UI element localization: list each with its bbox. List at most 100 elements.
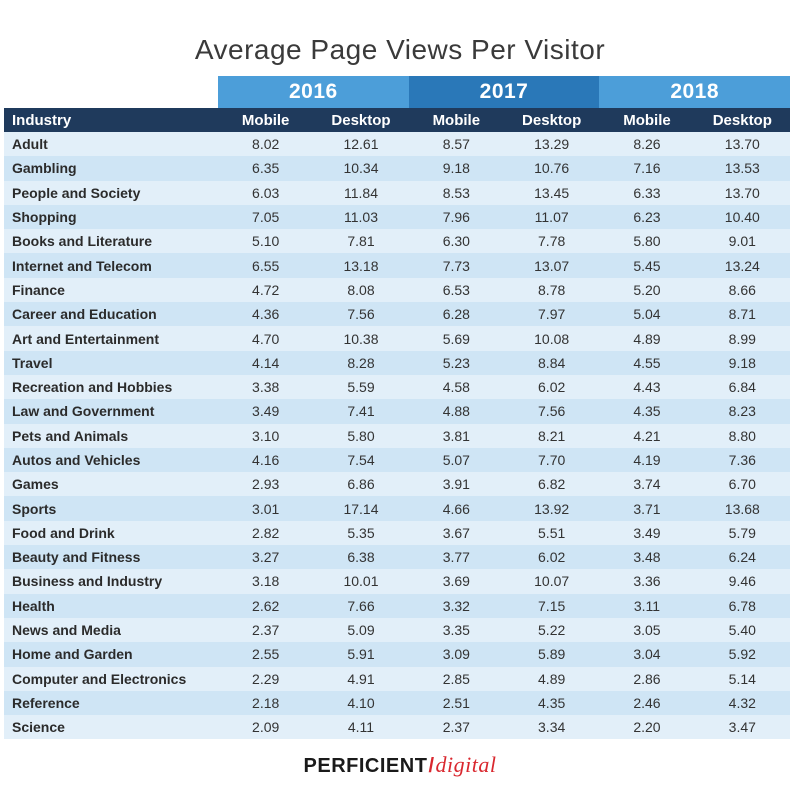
table-row: Pets and Animals 3.10 5.80 3.81 8.21 4.21 8.80	[4, 423, 790, 448]
column-header-desktop-2016: Desktop	[331, 111, 391, 129]
cell-desktop-2017: 13.92	[534, 500, 570, 517]
cell-mobile-2016: 3.38	[252, 379, 280, 396]
cell-desktop-2018: 8.71	[728, 306, 756, 323]
cell-mobile-2016: 3.18	[252, 573, 280, 590]
cell-mobile-2016: 8.02	[252, 136, 280, 153]
table-row: Adult 8.02 12.61 8.57 13.29 8.26 13.70	[4, 132, 790, 157]
perficient-digital-logo: PERFICIENT/digital	[0, 752, 800, 778]
cell-desktop-2017: 10.08	[534, 330, 570, 347]
cell-desktop-2018: 13.24	[724, 257, 760, 274]
cell-desktop-2017: 13.29	[534, 136, 570, 153]
cell-mobile-2017: 3.77	[442, 549, 470, 566]
table-row: Computer and Electronics 2.29 4.91 2.85 4.89…	[4, 666, 790, 691]
cell-desktop-2018: 9.01	[728, 233, 756, 250]
cell-industry: Finance	[12, 281, 65, 298]
cell-mobile-2016: 4.16	[252, 452, 280, 468]
cell-industry: Business and Industry	[12, 573, 163, 590]
cell-industry: Pets and Animals	[12, 427, 129, 444]
cell-desktop-2018: 9.46	[728, 573, 756, 590]
cell-industry: Home and Garden	[12, 646, 133, 663]
cell-mobile-2018: 4.43	[633, 379, 661, 396]
cell-mobile-2017: 8.53	[442, 184, 470, 201]
cell-desktop-2018: 13.70	[724, 136, 760, 153]
table-row: Finance 4.72 8.08 6.53 8.78 5.20 8.66	[4, 277, 790, 303]
cell-mobile-2017: 2.37	[442, 719, 470, 736]
cell-desktop-2018: 8.66	[728, 281, 756, 298]
cell-industry: Law and Government	[12, 403, 155, 420]
cell-mobile-2016: 3.10	[252, 427, 280, 444]
cell-desktop-2017: 5.22	[538, 622, 566, 639]
cell-desktop-2016: 17.14	[343, 500, 379, 517]
cell-desktop-2016: 10.34	[343, 160, 379, 177]
cell-desktop-2016: 11.84	[343, 184, 378, 201]
table-row: Sports 3.01 17.14 4.66 13.92 3.71 13.68	[4, 496, 790, 521]
cell-industry: Books and Literature	[12, 233, 153, 250]
cell-mobile-2016: 7.05	[252, 209, 280, 226]
cell-desktop-2016: 8.08	[347, 281, 375, 298]
cell-desktop-2016: 7.56	[347, 306, 375, 323]
cell-mobile-2017: 3.81	[442, 427, 470, 444]
table-row: Home and Garden 2.55 5.91 3.09 5.89 3.04 5.92	[4, 642, 790, 667]
cell-desktop-2018: 3.47	[728, 719, 756, 736]
cell-mobile-2018: 2.20	[633, 719, 661, 736]
cell-mobile-2016: 2.29	[252, 670, 280, 687]
cell-mobile-2018: 3.11	[633, 597, 661, 614]
cell-mobile-2018: 3.71	[633, 500, 661, 517]
cell-industry: Games	[12, 476, 59, 493]
cell-desktop-2017: 8.84	[538, 354, 566, 371]
table-row: Travel 4.14 8.28 5.23 8.84 4.55 9.18	[4, 350, 790, 375]
cell-mobile-2017: 4.66	[442, 500, 470, 517]
table-row: Art and Entertainment 4.70 10.38 5.69 10.08 4…	[4, 326, 790, 351]
cell-mobile-2018: 5.45	[633, 257, 661, 274]
cell-desktop-2016: 5.59	[347, 379, 375, 396]
cell-mobile-2018: 4.55	[633, 354, 661, 371]
cell-desktop-2016: 6.86	[347, 476, 375, 493]
cell-desktop-2018: 5.79	[728, 524, 756, 541]
cell-mobile-2016: 2.18	[252, 694, 280, 711]
cell-mobile-2018: 3.04	[633, 646, 661, 663]
cell-industry: Gambling	[12, 160, 77, 177]
cell-desktop-2016: 7.41	[347, 403, 375, 420]
cell-mobile-2017: 3.91	[442, 476, 470, 493]
cell-mobile-2017: 6.53	[442, 281, 470, 298]
cell-industry: Reference	[12, 694, 80, 711]
cell-mobile-2016: 4.14	[252, 354, 280, 371]
table-row: People and Society 6.03 11.84 8.53 13.45 6.33…	[4, 180, 790, 205]
cell-desktop-2017: 6.02	[538, 549, 566, 566]
cell-industry: Autos and Vehicles	[12, 452, 141, 468]
cell-desktop-2016: 6.38	[347, 549, 375, 566]
cell-mobile-2018: 4.21	[633, 427, 661, 444]
year-header-2016: 2016	[218, 76, 409, 108]
table-row: Books and Literature 5.10 7.81 6.30 7.78 5.80…	[4, 229, 790, 254]
year-header-2018: 2018	[599, 76, 791, 108]
table-row: Law and Government 3.49 7.41 4.88 7.56 4.35 8.…	[4, 399, 790, 424]
cell-desktop-2018: 5.14	[728, 670, 756, 687]
table-row: Games 2.93 6.86 3.91 6.82 3.74 6.70	[4, 472, 790, 497]
cell-desktop-2016: 4.91	[347, 670, 375, 687]
cell-desktop-2018: 8.99	[728, 330, 756, 347]
cell-desktop-2017: 13.45	[534, 184, 570, 201]
cell-desktop-2018: 5.92	[728, 646, 756, 663]
cell-mobile-2017: 3.69	[442, 573, 470, 590]
cell-mobile-2017: 3.09	[442, 646, 470, 663]
cell-desktop-2018: 6.84	[728, 379, 756, 396]
cell-mobile-2018: 7.16	[633, 160, 661, 177]
cell-desktop-2016: 12.61	[343, 136, 379, 153]
cell-desktop-2016: 4.11	[347, 719, 375, 736]
cell-mobile-2018: 4.19	[633, 452, 661, 468]
cell-desktop-2016: 7.81	[347, 233, 375, 250]
table-row: Science 2.09 4.11 2.37 3.34 2.20 3.47	[4, 715, 790, 740]
cell-desktop-2017: 4.89	[538, 670, 566, 687]
cell-desktop-2017: 6.02	[538, 379, 566, 396]
cell-desktop-2018: 5.40	[728, 622, 756, 639]
cell-industry: Beauty and Fitness	[12, 549, 141, 566]
cell-desktop-2017: 7.78	[538, 233, 566, 250]
table-row: Shopping 7.05 11.03 7.96 11.07 6.23 10.40	[4, 204, 790, 230]
cell-mobile-2018: 2.46	[633, 694, 661, 711]
cell-mobile-2016: 2.09	[252, 719, 280, 736]
cell-mobile-2017: 5.23	[442, 354, 470, 371]
cell-desktop-2018: 6.24	[728, 549, 756, 566]
cell-mobile-2018: 3.49	[633, 524, 661, 541]
column-header-industry: Industry	[12, 111, 72, 129]
cell-mobile-2017: 3.67	[442, 524, 470, 541]
